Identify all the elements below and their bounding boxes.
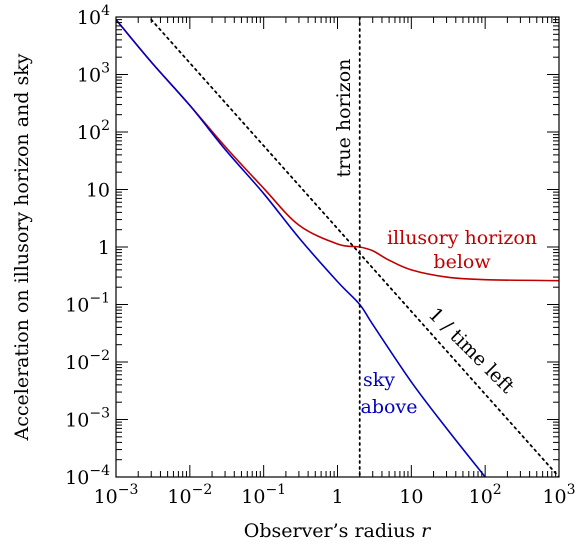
y-tick-label: 10−1: [65, 291, 110, 317]
x-tick-label: 10−1: [241, 482, 286, 508]
y-tick-label: 103: [77, 61, 110, 87]
y-axis-title: Acceleration on illusory horizon and sky: [11, 53, 33, 441]
time-left-label: 1 / time left: [424, 304, 519, 399]
ticks-layer: 10−3 10−2 10−1 1 10 102 10310−410−310−210−1110…: [65, 3, 575, 508]
sky-label: sky: [363, 369, 395, 391]
x-tick-label: 10−2: [167, 482, 212, 508]
y-tick-label: 1: [98, 237, 110, 259]
x-tick-label: 10−3: [94, 482, 139, 508]
sky-label-line2: above: [361, 396, 418, 418]
true-horizon-label: true horizon: [333, 59, 355, 178]
sky-curve: [116, 19, 486, 477]
time-left-line: [150, 18, 559, 477]
x-tick-label: 1: [331, 486, 343, 508]
y-tick-label: 10−4: [65, 463, 110, 489]
y-tick-label: 102: [77, 118, 110, 144]
x-axis-variable: r: [421, 520, 432, 542]
y-tick-label: 104: [77, 3, 110, 29]
x-tick-label: 10: [399, 486, 423, 508]
y-tick-label: 10−2: [65, 348, 110, 374]
x-axis-title-text: Observer’s radius: [244, 520, 415, 542]
x-tick-label: 102: [469, 482, 502, 508]
y-tick-label: 10: [86, 180, 110, 202]
illusory-horizon-label: illusory horizon: [387, 227, 537, 249]
illusory-horizon-label-line2: below: [433, 251, 491, 273]
x-tick-label: 103: [542, 482, 575, 508]
x-axis-title: Observer’s radius r: [244, 520, 432, 542]
curves-layer: [116, 17, 559, 477]
y-tick-label: 10−3: [65, 406, 110, 432]
